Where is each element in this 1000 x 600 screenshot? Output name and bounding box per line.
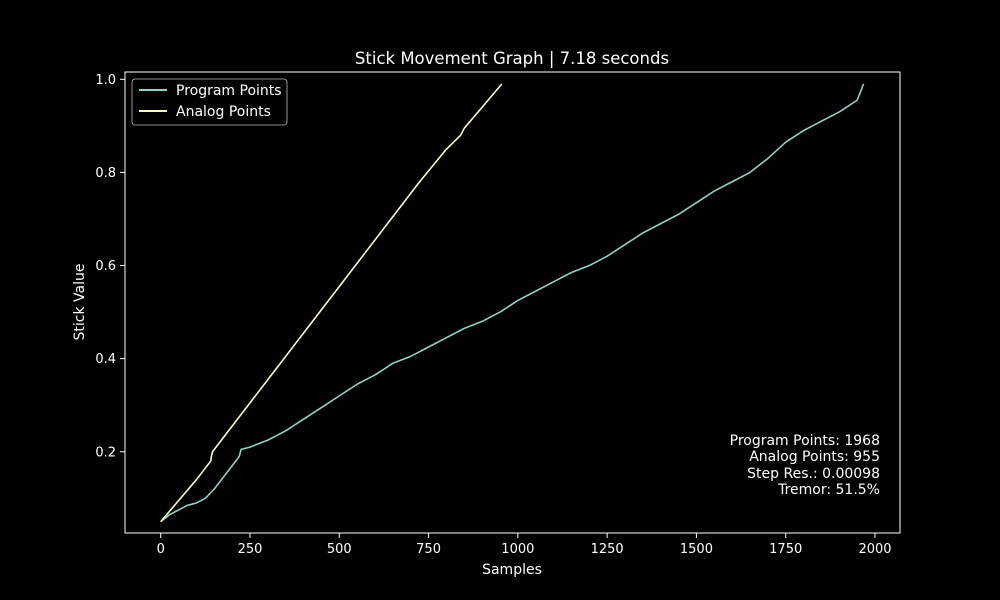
x-tick-label: 1500 xyxy=(680,542,713,557)
x-tick-label: 1000 xyxy=(501,542,534,557)
x-tick-label: 1250 xyxy=(591,542,624,557)
legend-box xyxy=(131,78,288,126)
y-axis-label: Stick Value xyxy=(72,264,88,341)
legend: Program Points Analog Points xyxy=(131,78,288,126)
x-tick-label: 2000 xyxy=(858,542,891,557)
axes-frame xyxy=(124,71,901,534)
stats-annotation: Program Points: 1968 Analog Points: 955 … xyxy=(730,433,880,498)
x-axis-label: Samples xyxy=(482,562,542,578)
stat-analog-points: Analog Points: 955 xyxy=(749,449,880,465)
y-tick-label: 0.8 xyxy=(95,166,116,181)
series-line-program-points xyxy=(160,83,865,523)
x-tick-label: 250 xyxy=(238,542,263,557)
series-layer xyxy=(160,83,865,523)
stat-program-points: Program Points: 1968 xyxy=(730,433,880,449)
y-tick-label: 0.2 xyxy=(95,445,116,460)
x-axis-ticks: 0 250 500 750 1000 1250 1500 1750 2000 xyxy=(157,533,892,557)
x-tick-label: 1750 xyxy=(769,542,802,557)
y-tick-label: 1.0 xyxy=(95,73,116,88)
x-tick-label: 750 xyxy=(416,542,441,557)
series-line-analog-points xyxy=(160,83,503,523)
y-tick-label: 0.6 xyxy=(95,259,116,274)
stat-tremor: Tremor: 51.5% xyxy=(777,482,880,498)
y-tick-label: 0.4 xyxy=(95,352,116,367)
chart-title: Stick Movement Graph | 7.18 seconds xyxy=(355,49,669,68)
x-tick-label: 0 xyxy=(157,542,165,557)
y-axis-ticks: 0.2 0.4 0.6 0.8 1.0 xyxy=(95,73,125,460)
legend-label-analog-points: Analog Points xyxy=(176,104,271,120)
plot-area xyxy=(124,71,901,534)
legend-label-program-points: Program Points xyxy=(176,83,282,99)
stat-step-resolution: Step Res.: 0.00098 xyxy=(747,466,880,482)
x-tick-label: 500 xyxy=(327,542,352,557)
